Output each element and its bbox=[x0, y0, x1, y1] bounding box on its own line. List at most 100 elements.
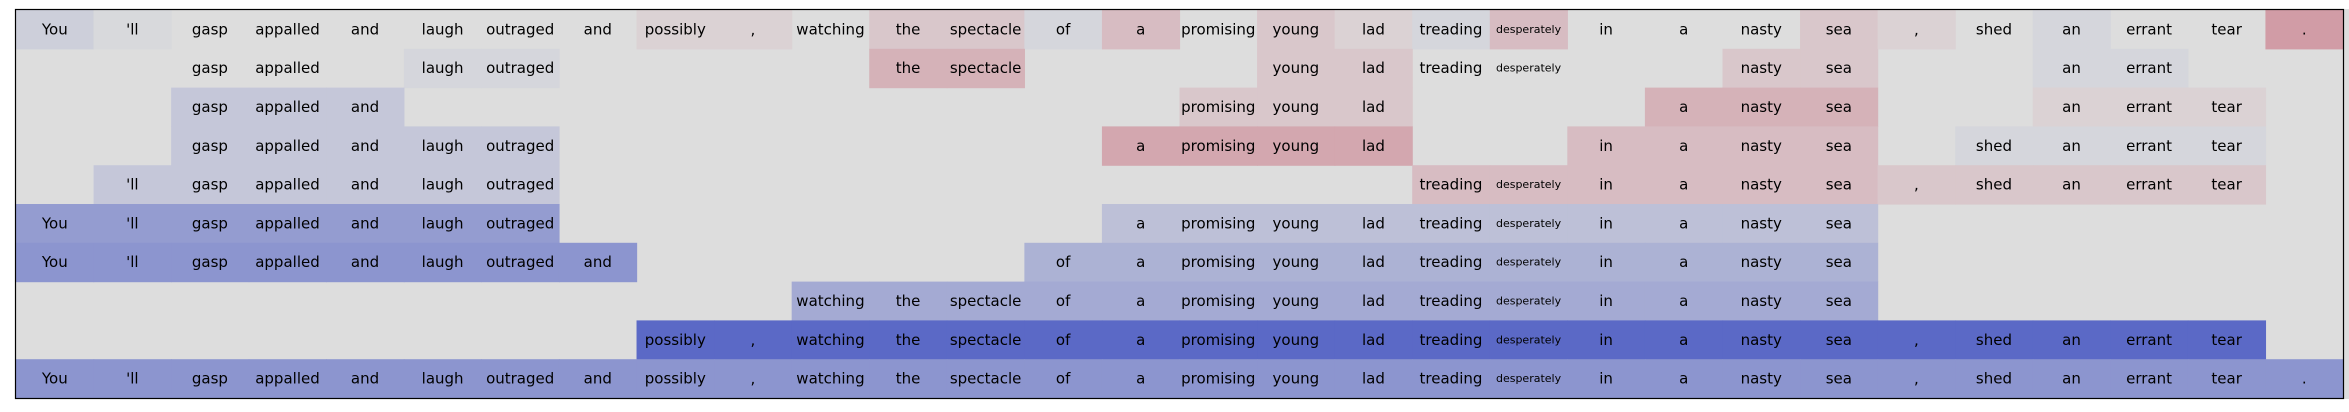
token-label: sea bbox=[1826, 20, 1852, 38]
heatmap-cell bbox=[1101, 126, 1181, 166]
token-label: and bbox=[351, 20, 379, 38]
heatmap-cell bbox=[326, 126, 405, 166]
heatmap-cell bbox=[1489, 359, 1568, 399]
heatmap-cell bbox=[2110, 359, 2189, 399]
heatmap-cell bbox=[2110, 87, 2189, 127]
token-label: lad bbox=[1362, 292, 1385, 310]
heatmap-cell bbox=[1257, 242, 1336, 283]
token-label: and bbox=[584, 370, 612, 388]
heatmap-cell bbox=[1722, 165, 1801, 205]
heatmap-cell bbox=[1644, 204, 1724, 244]
token-label: of bbox=[1056, 331, 1071, 349]
token-label: desperately bbox=[1496, 178, 1562, 191]
heatmap-cell bbox=[2110, 48, 2189, 89]
token-label: watching bbox=[796, 370, 864, 388]
token-label: treading bbox=[1420, 59, 1483, 77]
token-label: an bbox=[2062, 20, 2081, 38]
heatmap-cell bbox=[2110, 126, 2189, 166]
token-label: outraged bbox=[486, 59, 554, 77]
token-label: appalled bbox=[255, 59, 320, 77]
heatmap-cell bbox=[2187, 320, 2267, 360]
heatmap-cell bbox=[481, 48, 560, 89]
token-label: in bbox=[1599, 137, 1613, 155]
heatmap-cell bbox=[636, 10, 715, 50]
heatmap-cell bbox=[714, 320, 793, 360]
token-label: appalled bbox=[255, 98, 320, 116]
heatmap-cell bbox=[326, 359, 405, 399]
heatmap-cell bbox=[171, 359, 250, 399]
heatmap-cell bbox=[1101, 242, 1181, 283]
heatmap-cell bbox=[1412, 242, 1491, 283]
heatmap-cell bbox=[2265, 359, 2344, 399]
heatmap-cell bbox=[2032, 126, 2111, 166]
token-label: a bbox=[1679, 20, 1688, 38]
token-label: tear bbox=[2211, 98, 2242, 116]
token-label: laugh bbox=[422, 253, 464, 271]
heatmap-cell bbox=[1800, 165, 1879, 205]
token-label: sea bbox=[1826, 59, 1852, 77]
heatmap-cell bbox=[869, 320, 948, 360]
heatmap-cell bbox=[93, 359, 172, 399]
heatmap-cell bbox=[2032, 10, 2111, 50]
heatmap-cell bbox=[481, 165, 560, 205]
heatmap-cell bbox=[481, 242, 560, 283]
heatmap-cell bbox=[1334, 320, 1413, 360]
token-label: possibly bbox=[645, 370, 706, 388]
token-label: an bbox=[2062, 59, 2081, 77]
token-label: and bbox=[351, 214, 379, 232]
heatmap-cell bbox=[1722, 242, 1801, 283]
token-label: shed bbox=[1976, 331, 2012, 349]
heatmap-cell bbox=[1722, 48, 1801, 89]
heatmap-cell bbox=[93, 204, 172, 244]
heatmap-cell bbox=[1334, 10, 1413, 50]
heatmap-cell bbox=[1800, 126, 1879, 166]
token-label: treading bbox=[1420, 253, 1483, 271]
heatmap-cell bbox=[2265, 10, 2344, 50]
heatmap-cell bbox=[946, 281, 1025, 321]
token-label: outraged bbox=[486, 214, 554, 232]
heatmap-cell bbox=[1257, 281, 1336, 321]
heatmap-cell bbox=[326, 165, 405, 205]
heatmap-cell bbox=[714, 10, 793, 50]
heatmap-cell bbox=[1800, 281, 1879, 321]
heatmap-cell bbox=[1412, 10, 1491, 50]
heatmap-cell bbox=[1489, 10, 1568, 50]
heatmap-cell bbox=[1101, 320, 1181, 360]
heatmap-cell bbox=[171, 87, 250, 127]
heatmap-cell bbox=[1257, 10, 1336, 50]
token-label: sea bbox=[1826, 214, 1852, 232]
token-label: sea bbox=[1826, 137, 1852, 155]
token-label: young bbox=[1273, 292, 1320, 310]
token-label: an bbox=[2062, 98, 2081, 116]
token-label: treading bbox=[1420, 331, 1483, 349]
heatmap-cell bbox=[1334, 281, 1413, 321]
heatmap-cell bbox=[1877, 165, 1956, 205]
heatmap-cell bbox=[171, 204, 250, 244]
token-label: appalled bbox=[255, 214, 320, 232]
token-label: lad bbox=[1362, 253, 1385, 271]
token-label: young bbox=[1273, 253, 1320, 271]
token-label: watching bbox=[796, 331, 864, 349]
heatmap-cell bbox=[481, 359, 560, 399]
token-label: desperately bbox=[1496, 333, 1562, 346]
token-label: sea bbox=[1826, 370, 1852, 388]
heatmap-cell bbox=[791, 320, 870, 360]
token-label: You bbox=[41, 370, 68, 388]
heatmap-cell bbox=[2032, 48, 2111, 89]
token-label: appalled bbox=[255, 370, 320, 388]
token-label: a bbox=[1136, 137, 1145, 155]
heatmap-cell bbox=[481, 204, 560, 244]
heatmap-cell bbox=[1567, 126, 1646, 166]
heatmap-cell bbox=[1955, 126, 2034, 166]
heatmap-cell bbox=[1800, 204, 1879, 244]
heatmap-cell bbox=[16, 359, 95, 399]
heatmap-cell bbox=[2032, 320, 2111, 360]
token-label: spectacle bbox=[950, 59, 1022, 77]
token-label: desperately bbox=[1496, 62, 1562, 75]
token-label: and bbox=[351, 98, 379, 116]
token-label: watching bbox=[796, 292, 864, 310]
token-label: a bbox=[1136, 292, 1145, 310]
token-label: watching bbox=[796, 20, 864, 38]
heatmap-cell bbox=[1179, 281, 1258, 321]
heatmap-cell bbox=[403, 359, 482, 399]
